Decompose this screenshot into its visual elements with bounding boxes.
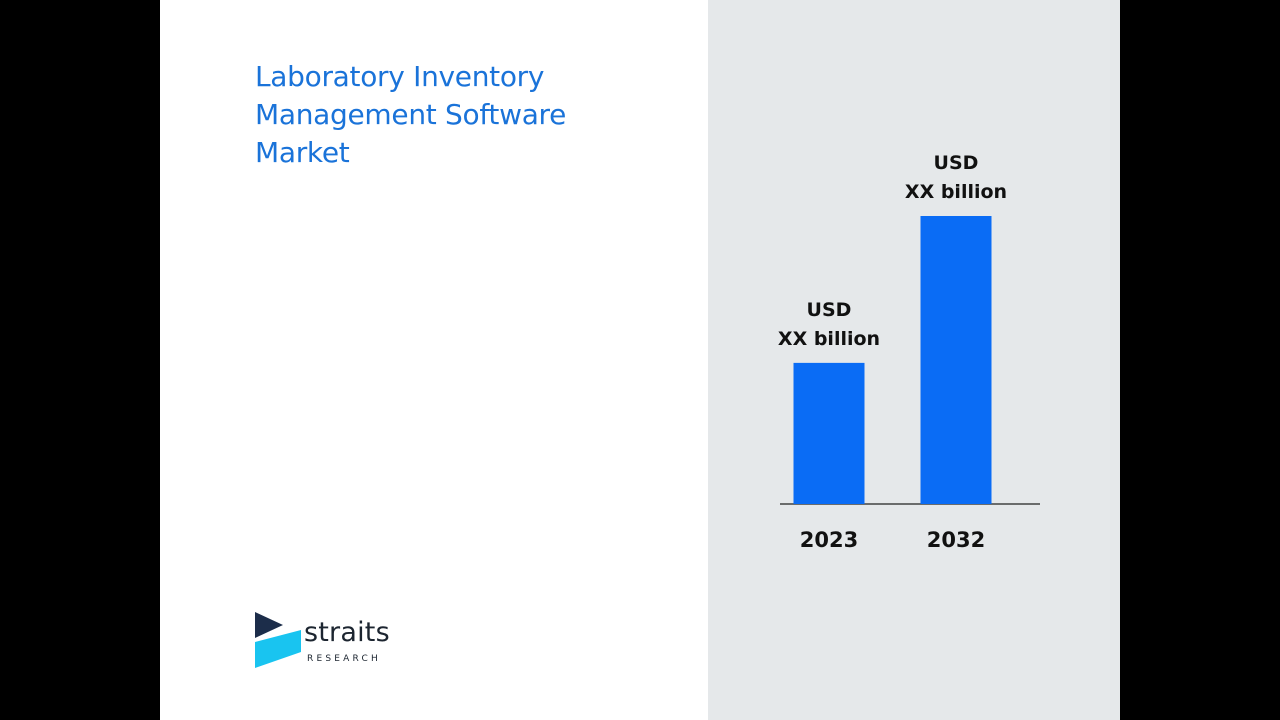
logo-subtext: RESEARCH	[307, 654, 381, 664]
chart-panel	[708, 0, 1120, 720]
slide: Laboratory Inventory Management Software…	[160, 0, 1120, 720]
data-label-2023-line-1: USD	[807, 299, 852, 321]
title-line-2: Management Software	[255, 98, 567, 131]
bar-2032	[920, 216, 992, 504]
page-title: Laboratory Inventory Management Software…	[255, 58, 635, 172]
straits-logo-icon	[255, 612, 301, 668]
data-label-2032-line-1: USD	[934, 152, 979, 174]
x-tick-label-2032: 2032	[927, 528, 985, 552]
bar-group: USD XX billion 2023 USD XX billion 2032	[778, 152, 1007, 552]
bar-chart: USD XX billion 2023 USD XX billion 2032	[778, 152, 1040, 552]
x-tick-label-2023: 2023	[800, 528, 858, 552]
data-label-2023-line-2: XX billion	[778, 328, 880, 350]
logo-wordmark: straits	[304, 617, 390, 648]
straits-research-logo: straits RESEARCH	[255, 610, 415, 672]
bar-2023	[793, 362, 865, 504]
title-line-1: Laboratory Inventory	[255, 60, 545, 93]
title-line-3: Market	[255, 136, 350, 169]
data-label-2032-line-2: XX billion	[905, 181, 1007, 203]
